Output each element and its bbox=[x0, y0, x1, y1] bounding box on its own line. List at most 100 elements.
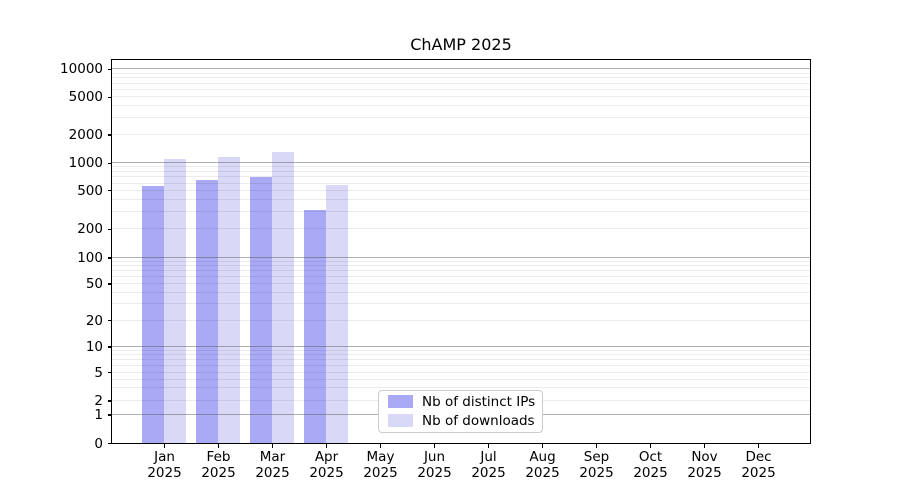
gridline-1000 bbox=[112, 162, 810, 164]
y-tick-label-10000: 10000 bbox=[60, 61, 103, 78]
x-tick-label-dec: Dec 2025 bbox=[741, 449, 776, 481]
x-tick-label-aug: Aug 2025 bbox=[525, 449, 560, 481]
gridline-70 bbox=[112, 270, 810, 272]
x-tick-mark bbox=[487, 443, 490, 448]
x-tick-mark bbox=[541, 443, 544, 448]
gridline-40 bbox=[112, 291, 810, 293]
y-tick-label-500: 500 bbox=[77, 182, 103, 199]
gridline-10 bbox=[112, 346, 810, 347]
y-tick-label-10: 10 bbox=[85, 339, 103, 355]
x-tick-mark bbox=[217, 443, 220, 448]
bar-downloads-apr bbox=[326, 184, 348, 443]
x-tick-mark bbox=[433, 443, 436, 448]
gridline-100 bbox=[112, 257, 810, 258]
y-tick-mark bbox=[108, 162, 112, 164]
gridline-900 bbox=[112, 166, 810, 168]
gridline-600 bbox=[112, 182, 810, 184]
y-tick-mark bbox=[108, 283, 112, 285]
legend-swatch-downloads bbox=[388, 414, 413, 427]
y-tick-mark bbox=[108, 134, 112, 136]
y-tick-label-2000: 2000 bbox=[68, 127, 103, 143]
gridline-2000 bbox=[112, 134, 810, 135]
x-tick-mark bbox=[325, 443, 328, 448]
bar-downloads-mar bbox=[272, 152, 294, 443]
gridline-200 bbox=[112, 228, 810, 230]
gridline-6 bbox=[112, 364, 810, 366]
chart-title: ChAMP 2025 bbox=[410, 35, 512, 54]
gridline-90 bbox=[112, 260, 810, 262]
y-tick-label-1: 1 bbox=[94, 407, 103, 423]
x-tick-mark bbox=[649, 443, 652, 448]
y-tick-label-50: 50 bbox=[85, 276, 103, 292]
y-tick-label-5000: 5000 bbox=[68, 89, 103, 106]
gridline-9 bbox=[112, 349, 810, 351]
gridline-50 bbox=[112, 283, 810, 284]
x-tick-mark bbox=[757, 443, 760, 448]
y-tick-label-1000: 1000 bbox=[68, 155, 103, 172]
x-tick-mark bbox=[703, 443, 706, 448]
bar-downloads-feb bbox=[218, 157, 240, 443]
y-tick-mark bbox=[108, 190, 112, 192]
gridline-8 bbox=[112, 354, 810, 356]
gridline-300 bbox=[112, 211, 810, 213]
y-tick-label-2: 2 bbox=[94, 393, 103, 409]
bar-distinct-ips-apr bbox=[304, 210, 326, 443]
x-tick-mark bbox=[271, 443, 274, 448]
x-tick-label-oct: Oct 2025 bbox=[633, 449, 668, 481]
gridline-3 bbox=[112, 387, 810, 389]
legend-swatch-distinct-ips bbox=[388, 395, 413, 408]
gridline-7000 bbox=[112, 82, 810, 84]
y-tick-mark bbox=[108, 442, 112, 445]
y-tick-mark bbox=[108, 228, 112, 230]
bar-distinct-ips-jan bbox=[142, 185, 164, 443]
gridline-5 bbox=[112, 371, 810, 373]
x-tick-label-jul: Jul 2025 bbox=[471, 449, 506, 481]
y-tick-mark bbox=[108, 414, 112, 416]
y-tick-mark bbox=[108, 96, 112, 98]
gridline-9000 bbox=[112, 72, 810, 74]
gridline-700 bbox=[112, 176, 810, 178]
legend-label-distinct-ips: Nb of distinct IPs bbox=[422, 393, 536, 410]
gridline-500 bbox=[112, 189, 810, 191]
gridline-800 bbox=[112, 171, 810, 173]
y-tick-label-20: 20 bbox=[85, 312, 103, 329]
x-tick-label-nov: Nov 2025 bbox=[687, 449, 722, 481]
gridline-5000 bbox=[112, 96, 810, 98]
x-tick-label-feb: Feb 2025 bbox=[201, 449, 236, 481]
x-tick-label-jun: Jun 2025 bbox=[417, 449, 452, 481]
y-tick-mark bbox=[108, 346, 112, 348]
y-tick-label-100: 100 bbox=[77, 250, 103, 266]
bar-downloads-jan bbox=[164, 159, 186, 443]
legend: Nb of distinct IPs Nb of downloads bbox=[378, 389, 543, 433]
gridline-4 bbox=[112, 378, 810, 380]
grid-layer bbox=[112, 60, 810, 444]
y-tick-label-5: 5 bbox=[94, 364, 103, 381]
x-tick-mark bbox=[595, 443, 598, 448]
x-tick-label-jan: Jan 2025 bbox=[147, 449, 182, 481]
gridline-8000 bbox=[112, 77, 810, 79]
bar-distinct-ips-mar bbox=[250, 176, 272, 443]
gridline-80 bbox=[112, 265, 810, 267]
plot-area: Nb of distinct IPs Nb of downloads bbox=[111, 58, 811, 444]
x-tick-mark bbox=[163, 443, 166, 448]
y-tick-label-0: 0 bbox=[94, 435, 103, 452]
gridline-400 bbox=[112, 199, 810, 201]
legend-label-downloads: Nb of downloads bbox=[422, 412, 535, 429]
bar-distinct-ips-feb bbox=[196, 179, 218, 443]
bars-layer bbox=[112, 60, 810, 443]
legend-entry-downloads: Nb of downloads bbox=[379, 413, 542, 429]
x-tick-label-sep: Sep 2025 bbox=[579, 449, 614, 481]
x-tick-label-may: May 2025 bbox=[363, 449, 398, 481]
y-tick-mark bbox=[108, 257, 112, 259]
gridline-3000 bbox=[112, 117, 810, 119]
gridline-30 bbox=[112, 303, 810, 305]
x-tick-label-mar: Mar 2025 bbox=[255, 449, 290, 481]
y-tick-mark bbox=[108, 372, 112, 374]
gridline-20 bbox=[112, 319, 810, 321]
gridline-60 bbox=[112, 276, 810, 278]
x-tick-mark bbox=[379, 443, 382, 448]
legend-entry-distinct-ips: Nb of distinct IPs bbox=[379, 394, 542, 410]
gridline-10000 bbox=[112, 68, 810, 70]
gridline-4000 bbox=[112, 105, 810, 107]
